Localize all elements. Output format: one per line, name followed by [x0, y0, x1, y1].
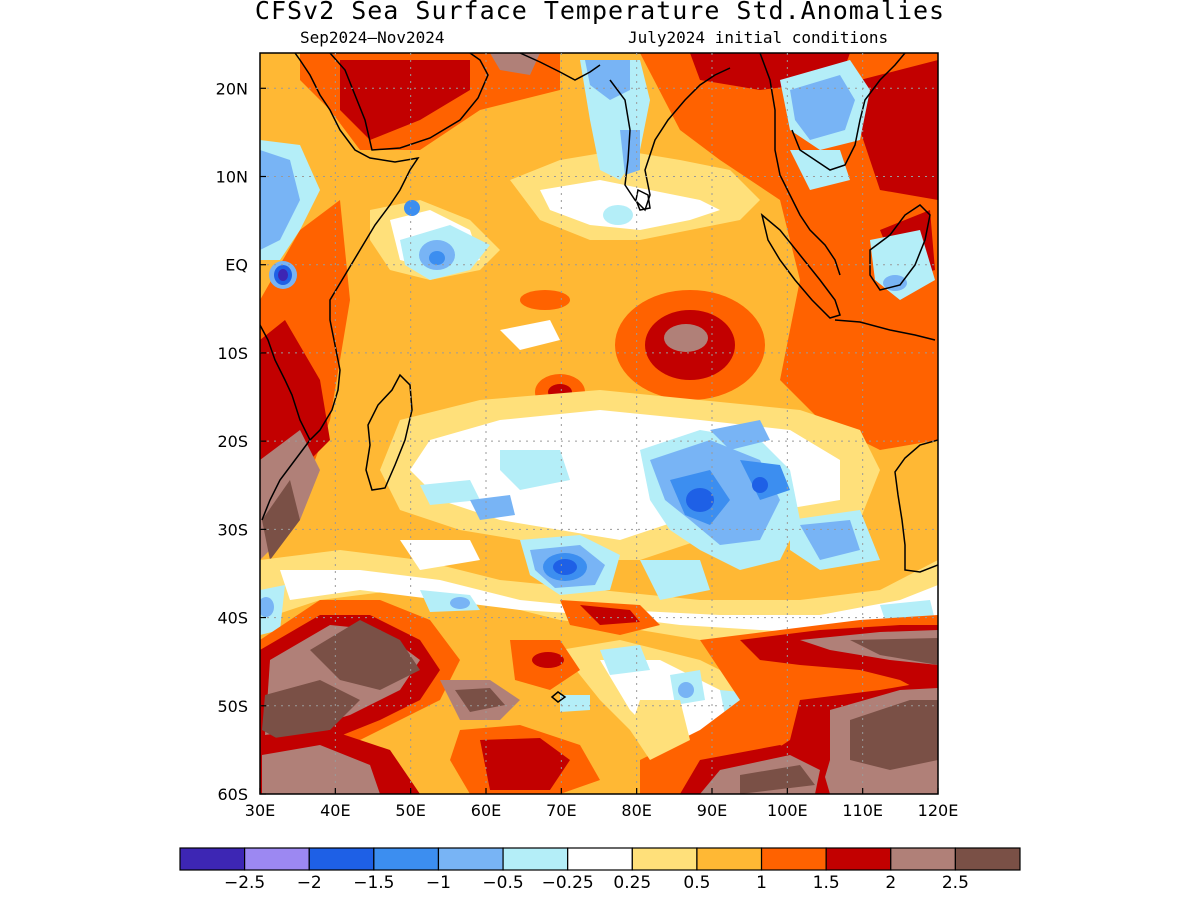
- colorbar-label: 1.5: [813, 873, 840, 893]
- lon-tick-label: 70E: [546, 801, 576, 820]
- colorbar-label: 1: [756, 873, 767, 893]
- coastlines: [260, 53, 938, 703]
- colorbar-swatch: [567, 847, 633, 871]
- colorbar-swatch: [244, 847, 310, 871]
- colorbar-label: −2: [297, 873, 322, 893]
- lon-tick-label: 60E: [471, 801, 501, 820]
- plot-frame: [259, 52, 939, 795]
- lat-tick-label: 40S: [217, 609, 248, 628]
- lon-tick-label: 90E: [697, 801, 727, 820]
- colorbar-swatch: [760, 847, 827, 871]
- lon-tick-label: 50E: [395, 801, 425, 820]
- colorbar-label: −0.25: [542, 873, 594, 893]
- forecast-period: Sep2024–Nov2024: [300, 28, 445, 47]
- map-title: CFSv2 Sea Surface Temperature Std.Anomal…: [254, 0, 946, 25]
- lon-tick-label: 100E: [767, 801, 808, 820]
- colorbar-label: 0.5: [683, 873, 710, 893]
- lat-tick-label: 60S: [217, 785, 248, 804]
- lat-tick-label: EQ: [225, 256, 248, 275]
- colorbar-swatch: [954, 847, 1021, 871]
- lon-tick-label: 110E: [842, 801, 883, 820]
- colorbar-swatch: [373, 847, 440, 871]
- colorbar-swatch: [631, 847, 698, 871]
- colorbar-swatch: [890, 847, 956, 871]
- colorbar-swatch: [696, 847, 763, 871]
- gridlines: [260, 53, 938, 794]
- colorbar-label: −0.5: [482, 873, 523, 893]
- lat-tick-label: 20N: [216, 79, 248, 98]
- lon-tick-label: 40E: [320, 801, 350, 820]
- lat-tick-label: 10N: [216, 168, 248, 187]
- colorbar-label: 0.25: [613, 873, 651, 893]
- southern-warm-bands: [260, 600, 938, 794]
- lon-tick-label: 80E: [621, 801, 651, 820]
- lat-tick-label: 50S: [217, 697, 248, 716]
- colorbar-swatch: [825, 847, 892, 871]
- lat-tick-label: 30S: [217, 520, 248, 539]
- colorbar-label: −2.5: [224, 873, 265, 893]
- axis-ticks: 30E 40E 50E 60E 70E 80E 90E 100E 110E 120E 20N 10N E…: [216, 79, 959, 820]
- initial-conditions: July2024 initial conditions: [628, 28, 889, 47]
- colorbar-swatch: [437, 847, 504, 871]
- colorbar-swatch: [502, 847, 569, 871]
- lon-tick-label: 30E: [245, 801, 275, 820]
- colorbar-label: 2.5: [942, 873, 969, 893]
- lat-tick-label: 20S: [217, 432, 248, 451]
- anomaly-field: [260, 53, 938, 794]
- colorbar-label: −1.5: [353, 873, 394, 893]
- lat-tick-label: 10S: [217, 344, 248, 363]
- cold-regions: [260, 60, 935, 720]
- colorbar-label: −1: [426, 873, 451, 893]
- colorbar-label: 2: [885, 873, 896, 893]
- colorbar-swatch: [179, 847, 246, 871]
- colorbar-swatch: [308, 847, 375, 871]
- color-scale-bar: −2.5 −2 −1.5 −1 −0.5 −0.25 0.25 0.5 1 1.5 2 2.5: [179, 847, 1021, 893]
- lon-tick-label: 120E: [918, 801, 959, 820]
